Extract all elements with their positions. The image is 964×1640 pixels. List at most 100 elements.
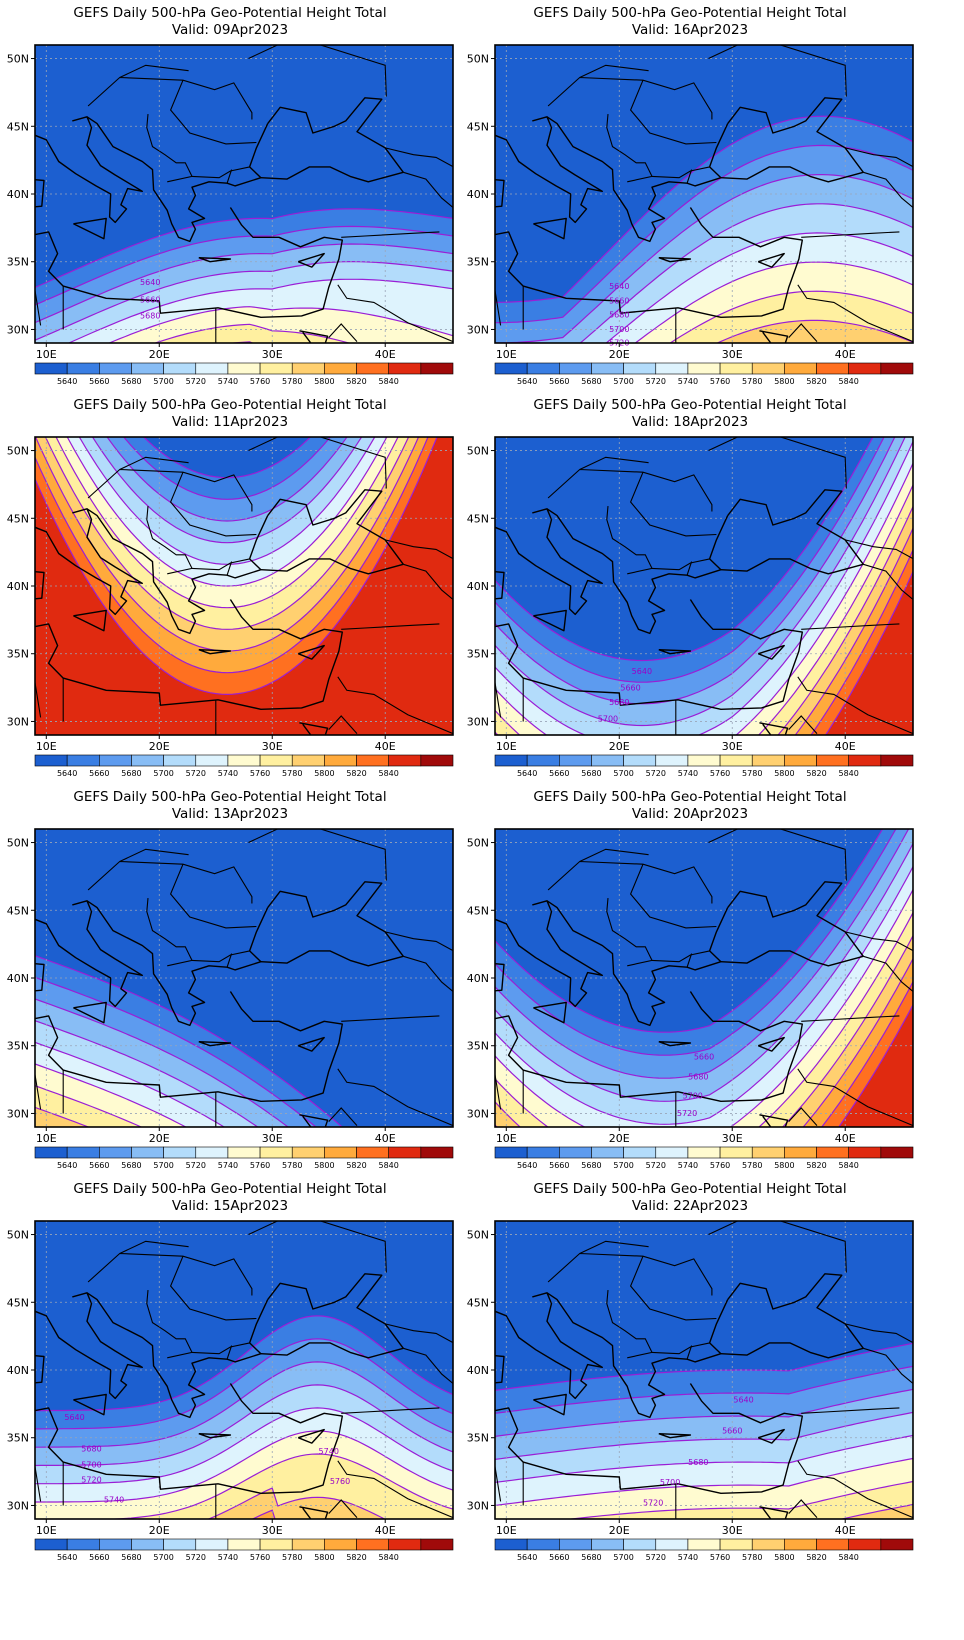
colorbar-swatch (291, 754, 325, 767)
colorbar-swatch (324, 362, 357, 375)
lat-label: 50N (7, 445, 29, 458)
contour-line (484, 1572, 925, 1623)
country-border (579, 456, 649, 470)
contour-label: 5640 (632, 667, 652, 676)
coastline (198, 257, 232, 263)
contour-line (44, 437, 410, 630)
contour-line (605, 232, 913, 343)
country-border (606, 114, 653, 183)
contour-line (838, 1003, 913, 1127)
country-border (863, 563, 913, 600)
lon-label: 30E (722, 740, 743, 753)
height-band (825, 571, 913, 735)
coastline (35, 570, 45, 600)
colorbar-swatch (420, 1538, 454, 1551)
height-band (208, 1488, 385, 1519)
country-border (788, 323, 818, 342)
lat-label: 30N (7, 715, 29, 728)
country-border (248, 1221, 387, 1273)
colorbar-label: 5700 (153, 1553, 173, 1562)
country-border (845, 147, 913, 168)
height-map: 50N 45N 40N 35N 30N 10E 20E 30E 40E 5640 5660 5680 5… (7, 436, 454, 778)
country-border (797, 1068, 913, 1127)
country-border (797, 676, 913, 735)
colorbar-label: 5660 (549, 1553, 569, 1562)
height-band (35, 437, 453, 735)
lat-label: 30N (467, 715, 489, 728)
coastline (35, 116, 143, 224)
colorbar-swatch (356, 1146, 389, 1159)
colorbar-label: 5660 (549, 377, 569, 386)
colorbar-label: 5700 (153, 377, 173, 386)
coastline (35, 508, 143, 616)
height-band (24, 1555, 465, 1608)
contour-label: 5660 (620, 683, 640, 692)
country-border (801, 1015, 900, 1022)
contour-line (495, 957, 913, 1127)
colorbar-swatch (559, 754, 592, 767)
lon-label: 30E (262, 348, 283, 361)
country-border (169, 863, 257, 929)
contour-line (107, 306, 453, 343)
lon-label: 20E (149, 1524, 170, 1537)
contour-label: 5660 (140, 295, 160, 304)
country-border (385, 1323, 453, 1344)
colorbar-swatch (356, 1538, 389, 1551)
contour-line (122, 437, 332, 500)
colorbar-label: 5760 (250, 1161, 270, 1170)
colorbar-swatch (848, 1538, 882, 1551)
coastline (35, 900, 143, 1008)
country-border (606, 506, 653, 575)
colorbar-label: 5820 (346, 1553, 366, 1562)
colorbar-label: 5640 (57, 1553, 77, 1562)
colorbar-label: 5680 (581, 377, 601, 386)
panel-title: GEFS Daily 500-hPa Geo-Potential Height … (73, 1181, 387, 1197)
contour-line (495, 1388, 913, 1438)
contour-label: 5660 (722, 1427, 742, 1436)
colorbar-swatch (526, 362, 560, 375)
coastline (727, 1273, 864, 1349)
contour-line (35, 1063, 188, 1127)
colorbar-swatch (816, 1538, 849, 1551)
country-border (403, 1347, 453, 1384)
country-border (146, 506, 193, 575)
country-border (385, 539, 453, 560)
contour-line (495, 1457, 913, 1507)
coastline (299, 1114, 329, 1127)
coastline (658, 1041, 692, 1047)
lat-label: 40N (7, 188, 29, 201)
contour-label: 5660 (694, 1052, 714, 1061)
contour-line (495, 1434, 913, 1484)
lat-label: 35N (467, 256, 489, 269)
contour-line (35, 225, 453, 306)
country-border (708, 437, 847, 489)
country-border (629, 1255, 717, 1321)
colorbar-swatch (356, 362, 389, 375)
contour-label: 5640 (64, 1413, 84, 1422)
contour-line (839, 1503, 913, 1519)
colorbar-label: 5740 (218, 1553, 238, 1562)
coastline (720, 950, 864, 967)
panel-title: GEFS Daily 500-hPa Geo-Potential Height … (533, 397, 847, 413)
colorbar-swatch (259, 1146, 293, 1159)
colorbar-swatch (163, 1146, 197, 1159)
country-border (863, 955, 913, 992)
country-border (248, 829, 387, 881)
colorbar-swatch (324, 1146, 357, 1159)
contour-line (35, 437, 438, 696)
colorbar-label: 5720 (186, 1553, 206, 1562)
country-border (35, 1410, 42, 1502)
coastline (35, 599, 343, 710)
contour-line (153, 323, 352, 343)
lon-label: 40E (835, 740, 856, 753)
colorbar-label: 5740 (678, 769, 698, 778)
lon-label: 20E (609, 740, 630, 753)
coastline (198, 1041, 232, 1047)
coastline (533, 609, 567, 632)
country-border (863, 1347, 913, 1384)
contour-label: 5700 (683, 1092, 703, 1101)
colorbar-label: 5820 (806, 377, 826, 386)
lat-label: 40N (467, 580, 489, 593)
colorbar-swatch (816, 754, 849, 767)
colorbar-label: 5800 (314, 1161, 334, 1170)
